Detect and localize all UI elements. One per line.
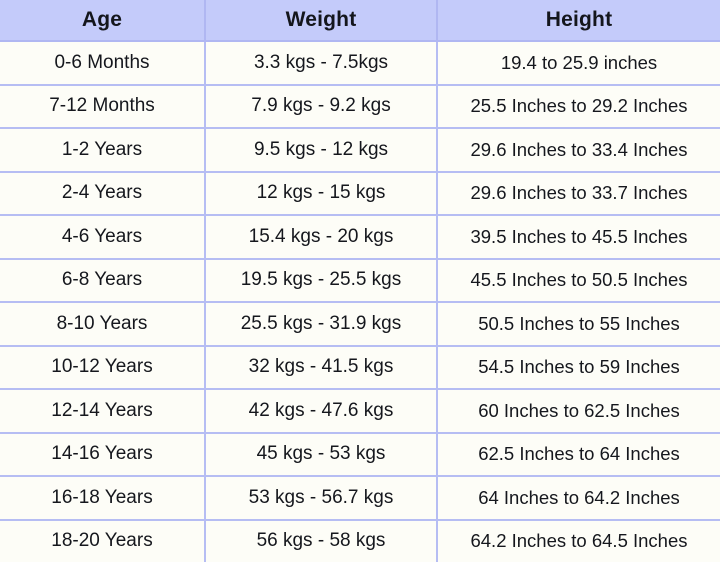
cell-age: 16-18 Years	[0, 476, 205, 520]
cell-height: 19.4 to 25.9 inches	[437, 41, 720, 85]
cell-weight: 15.4 kgs - 20 kgs	[205, 215, 437, 259]
cell-age: 4-6 Years	[0, 215, 205, 259]
cell-height: 39.5 Inches to 45.5 Inches	[437, 215, 720, 259]
column-header-height: Height	[437, 0, 720, 41]
table-header: Age Weight Height	[0, 0, 720, 41]
column-header-weight: Weight	[205, 0, 437, 41]
cell-weight: 25.5 kgs - 31.9 kgs	[205, 302, 437, 346]
cell-age: 1-2 Years	[0, 128, 205, 172]
cell-age: 8-10 Years	[0, 302, 205, 346]
cell-height: 60 Inches to 62.5 Inches	[437, 389, 720, 433]
cell-height: 64 Inches to 64.2 Inches	[437, 476, 720, 520]
cell-weight: 32 kgs - 41.5 kgs	[205, 346, 437, 390]
cell-weight: 3.3 kgs - 7.5kgs	[205, 41, 437, 85]
cell-age: 6-8 Years	[0, 259, 205, 303]
cell-age: 7-12 Months	[0, 85, 205, 129]
cell-weight: 56 kgs - 58 kgs	[205, 520, 437, 562]
cell-height: 29.6 Inches to 33.7 Inches	[437, 172, 720, 216]
cell-weight: 42 kgs - 47.6 kgs	[205, 389, 437, 433]
cell-height: 50.5 Inches to 55 Inches	[437, 302, 720, 346]
column-header-age: Age	[0, 0, 205, 41]
cell-weight: 7.9 kgs - 9.2 kgs	[205, 85, 437, 129]
cell-height: 54.5 Inches to 59 Inches	[437, 346, 720, 390]
cell-height: 62.5 Inches to 64 Inches	[437, 433, 720, 477]
cell-weight: 45 kgs - 53 kgs	[205, 433, 437, 477]
cell-weight: 9.5 kgs - 12 kgs	[205, 128, 437, 172]
cell-weight: 53 kgs - 56.7 kgs	[205, 476, 437, 520]
cell-height: 25.5 Inches to 29.2 Inches	[437, 85, 720, 129]
cell-age: 18-20 Years	[0, 520, 205, 562]
cell-age: 10-12 Years	[0, 346, 205, 390]
cell-height: 64.2 Inches to 64.5 Inches	[437, 520, 720, 562]
cell-age: 14-16 Years	[0, 433, 205, 477]
cell-age: 2-4 Years	[0, 172, 205, 216]
cell-age: 12-14 Years	[0, 389, 205, 433]
cell-height: 29.6 Inches to 33.4 Inches	[437, 128, 720, 172]
cell-weight: 19.5 kgs - 25.5 kgs	[205, 259, 437, 303]
cell-height: 45.5 Inches to 50.5 Inches	[437, 259, 720, 303]
header-row: Age Weight Height	[0, 0, 720, 41]
cell-age: 0-6 Months	[0, 41, 205, 85]
cell-weight: 12 kgs - 15 kgs	[205, 172, 437, 216]
